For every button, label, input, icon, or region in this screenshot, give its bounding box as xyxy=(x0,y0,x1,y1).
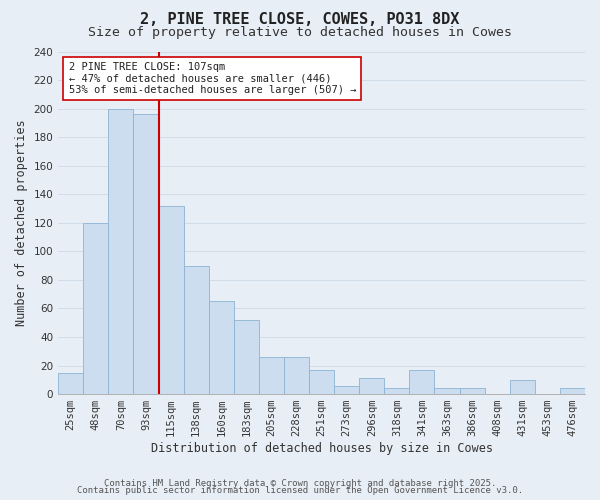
Bar xyxy=(560,388,585,394)
Text: 2, PINE TREE CLOSE, COWES, PO31 8DX: 2, PINE TREE CLOSE, COWES, PO31 8DX xyxy=(140,12,460,28)
Text: Contains HM Land Registry data © Crown copyright and database right 2025.: Contains HM Land Registry data © Crown c… xyxy=(104,478,496,488)
Bar xyxy=(234,320,259,394)
Bar xyxy=(133,114,158,394)
Text: Size of property relative to detached houses in Cowes: Size of property relative to detached ho… xyxy=(88,26,512,39)
X-axis label: Distribution of detached houses by size in Cowes: Distribution of detached houses by size … xyxy=(151,442,493,455)
Bar xyxy=(334,386,359,394)
Bar xyxy=(309,370,334,394)
Bar xyxy=(434,388,460,394)
Bar xyxy=(359,378,385,394)
Bar xyxy=(259,357,284,394)
Text: Contains public sector information licensed under the Open Government Licence v3: Contains public sector information licen… xyxy=(77,486,523,495)
Bar xyxy=(510,380,535,394)
Bar xyxy=(184,266,209,394)
Bar xyxy=(109,108,133,394)
Bar xyxy=(284,357,309,394)
Bar xyxy=(58,372,83,394)
Bar xyxy=(83,223,109,394)
Bar xyxy=(385,388,409,394)
Text: 2 PINE TREE CLOSE: 107sqm
← 47% of detached houses are smaller (446)
53% of semi: 2 PINE TREE CLOSE: 107sqm ← 47% of detac… xyxy=(69,62,356,95)
Y-axis label: Number of detached properties: Number of detached properties xyxy=(15,120,28,326)
Bar xyxy=(209,302,234,394)
Bar xyxy=(460,388,485,394)
Bar xyxy=(158,206,184,394)
Bar xyxy=(409,370,434,394)
